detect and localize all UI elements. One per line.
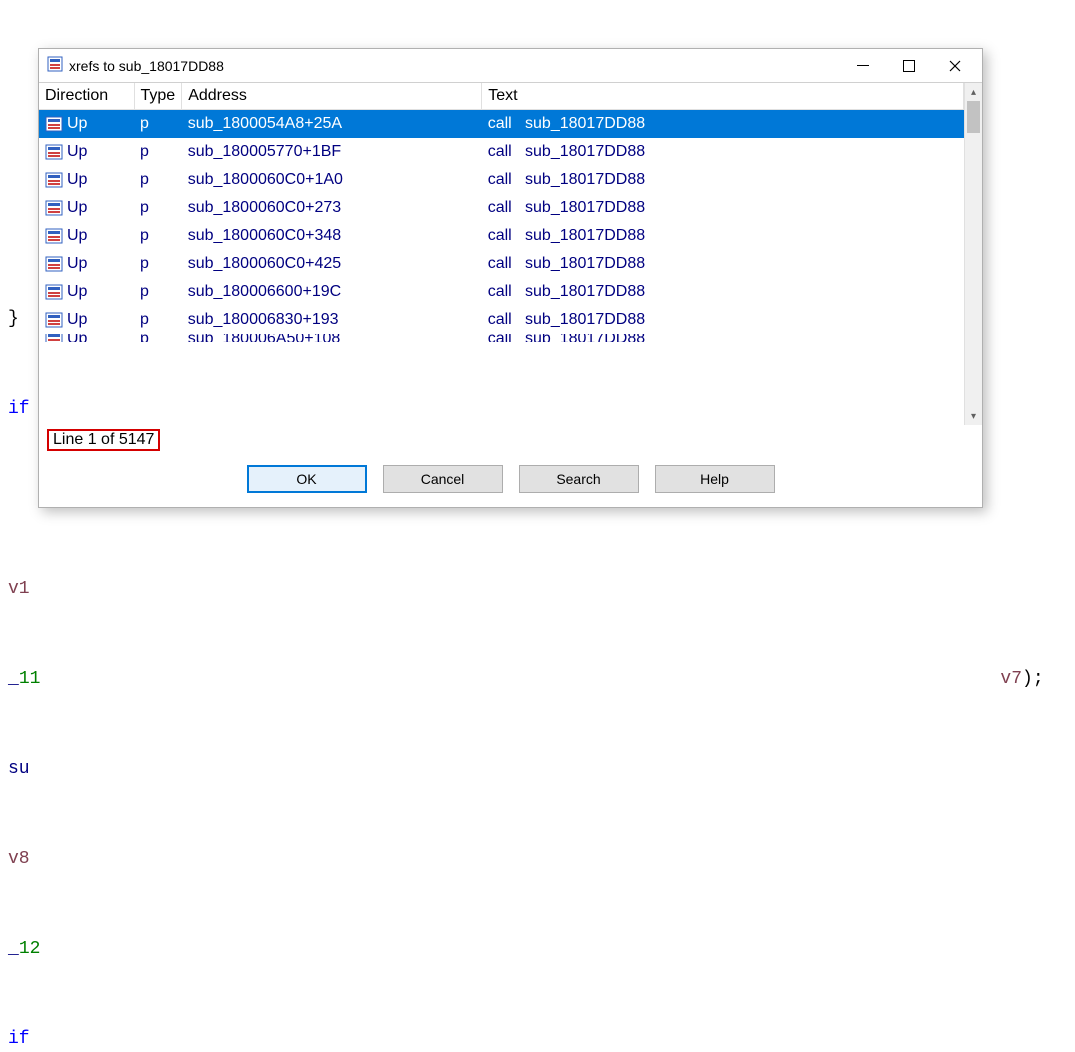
xrefs-list-area: Direction Type Address Text Uppsub_18000… bbox=[39, 83, 982, 425]
table-row[interactable]: Uppsub_1800060C0+348call sub_18017DD88 bbox=[39, 222, 964, 250]
scroll-down-button[interactable]: ▾ bbox=[965, 407, 982, 425]
code-text: _ bbox=[8, 939, 19, 959]
xref-icon bbox=[45, 144, 63, 160]
col-direction[interactable]: Direction bbox=[39, 83, 134, 110]
xref-icon bbox=[45, 334, 63, 342]
xref-icon bbox=[45, 228, 63, 244]
status-bar: Line 1 of 5147 bbox=[39, 425, 982, 455]
minimize-button[interactable] bbox=[840, 51, 886, 81]
xrefs-table: Direction Type Address Text Uppsub_18000… bbox=[39, 83, 964, 348]
xref-icon bbox=[45, 172, 63, 188]
table-row[interactable]: Uppsub_1800060C0+1A0call sub_18017DD88 bbox=[39, 166, 964, 194]
cancel-button[interactable]: Cancel bbox=[383, 465, 503, 493]
code-var: v1 bbox=[8, 579, 30, 599]
app-icon bbox=[47, 56, 63, 75]
status-text: Line 1 of 5147 bbox=[47, 429, 160, 451]
col-type[interactable]: Type bbox=[134, 83, 182, 110]
table-header-row: Direction Type Address Text bbox=[39, 83, 964, 110]
code-number: 11 bbox=[19, 669, 41, 689]
table-row[interactable]: Uppsub_180006600+19Ccall sub_18017DD88 bbox=[39, 278, 964, 306]
xref-icon bbox=[45, 284, 63, 300]
titlebar[interactable]: xrefs to sub_18017DD88 bbox=[39, 49, 982, 83]
scroll-up-button[interactable]: ▴ bbox=[965, 83, 982, 101]
search-button[interactable]: Search bbox=[519, 465, 639, 493]
code-text: su bbox=[8, 759, 30, 779]
code-var: v7 bbox=[1000, 669, 1022, 689]
button-row: OK Cancel Search Help bbox=[39, 455, 982, 507]
close-button[interactable] bbox=[932, 51, 978, 81]
table-row-cutoff[interactable]: Uppsub_180006A50+108call sub_18017DD88 bbox=[39, 334, 964, 348]
dialog-title: xrefs to sub_18017DD88 bbox=[69, 58, 840, 74]
col-text[interactable]: Text bbox=[482, 83, 964, 110]
xref-icon bbox=[45, 256, 63, 272]
xref-icon bbox=[45, 312, 63, 328]
xref-icon bbox=[45, 200, 63, 216]
col-address[interactable]: Address bbox=[182, 83, 482, 110]
help-button[interactable]: Help bbox=[655, 465, 775, 493]
table-row[interactable]: Uppsub_1800060C0+425call sub_18017DD88 bbox=[39, 250, 964, 278]
code-text: ); bbox=[1022, 669, 1044, 689]
table-row[interactable]: Uppsub_180005770+1BFcall sub_18017DD88 bbox=[39, 138, 964, 166]
code-text: _ bbox=[8, 669, 19, 689]
xref-icon bbox=[45, 116, 63, 132]
table-row[interactable]: Uppsub_180006830+193call sub_18017DD88 bbox=[39, 306, 964, 334]
ok-button[interactable]: OK bbox=[247, 465, 367, 493]
code-keyword: if bbox=[8, 1029, 30, 1049]
scroll-thumb[interactable] bbox=[967, 101, 980, 133]
table-row[interactable]: Uppsub_1800054A8+25Acall sub_18017DD88 bbox=[39, 110, 964, 139]
maximize-button[interactable] bbox=[886, 51, 932, 81]
code-keyword: if bbox=[8, 399, 30, 419]
code-var: v8 bbox=[8, 849, 30, 869]
code-number: 12 bbox=[19, 939, 41, 959]
table-row[interactable]: Uppsub_1800060C0+273call sub_18017DD88 bbox=[39, 194, 964, 222]
xrefs-list[interactable]: Direction Type Address Text Uppsub_18000… bbox=[39, 83, 964, 425]
xrefs-dialog: xrefs to sub_18017DD88 Direction Type Ad… bbox=[38, 48, 983, 508]
scrollbar[interactable]: ▴ ▾ bbox=[964, 83, 982, 425]
